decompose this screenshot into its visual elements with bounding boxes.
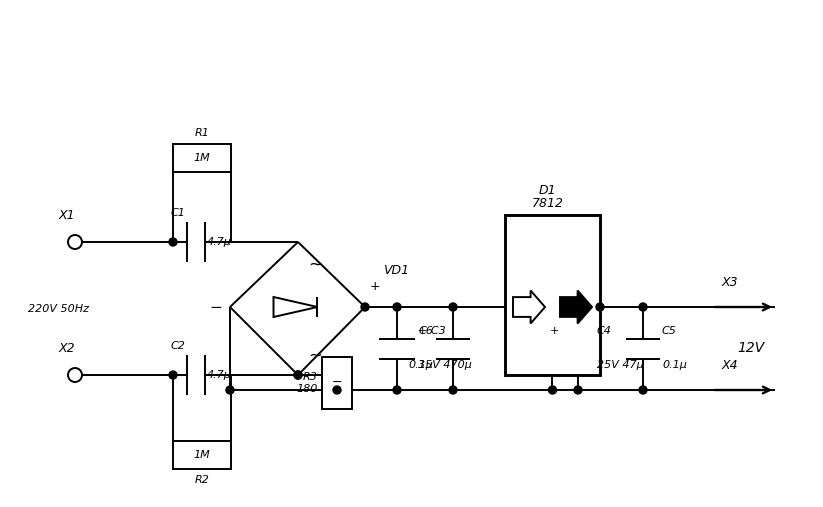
Text: 4.7μ: 4.7μ — [207, 237, 232, 247]
Text: R1: R1 — [194, 128, 209, 138]
Text: ~: ~ — [308, 256, 322, 274]
Text: R2: R2 — [194, 475, 209, 485]
Text: C5: C5 — [662, 327, 677, 337]
Circle shape — [361, 303, 369, 311]
Text: +: + — [550, 327, 559, 337]
Circle shape — [449, 303, 457, 311]
Circle shape — [639, 303, 647, 311]
Circle shape — [393, 386, 401, 394]
Text: 35V 470μ: 35V 470μ — [418, 360, 472, 371]
Circle shape — [294, 371, 302, 379]
Circle shape — [294, 371, 302, 379]
Text: ~: ~ — [308, 347, 322, 365]
Text: X1: X1 — [58, 209, 76, 222]
Text: + C3: + C3 — [418, 327, 446, 337]
Bar — [173, 144, 231, 172]
Text: C6: C6 — [418, 327, 433, 337]
Text: C2: C2 — [170, 341, 185, 351]
Text: 4.7μ: 4.7μ — [207, 370, 232, 380]
Text: X2: X2 — [58, 342, 76, 355]
Circle shape — [169, 371, 177, 379]
Bar — [505, 215, 600, 375]
Text: 1M: 1M — [193, 153, 211, 163]
Text: X4: X4 — [722, 359, 738, 372]
Bar — [322, 356, 352, 409]
Text: 220V 50Hz: 220V 50Hz — [28, 304, 89, 313]
Circle shape — [639, 386, 647, 394]
Text: 1M: 1M — [193, 450, 211, 460]
Text: VD1: VD1 — [383, 264, 409, 277]
Text: 0.1μ: 0.1μ — [408, 360, 433, 371]
Circle shape — [169, 238, 177, 246]
Text: D1: D1 — [539, 184, 556, 197]
Circle shape — [596, 303, 604, 311]
Text: X3: X3 — [722, 276, 738, 289]
Circle shape — [574, 303, 582, 311]
Circle shape — [226, 386, 234, 394]
Text: 12V: 12V — [737, 342, 765, 355]
Circle shape — [393, 303, 401, 311]
Circle shape — [449, 386, 457, 394]
Circle shape — [548, 386, 556, 394]
Circle shape — [333, 386, 341, 394]
Circle shape — [574, 386, 582, 394]
Text: +: + — [370, 280, 380, 293]
Text: C4: C4 — [597, 327, 611, 337]
Text: 7812: 7812 — [532, 197, 564, 210]
Text: −: − — [209, 300, 222, 314]
Bar — [173, 441, 231, 469]
Polygon shape — [560, 291, 592, 323]
Text: 25V 47μ: 25V 47μ — [597, 360, 644, 371]
Text: 0.1μ: 0.1μ — [662, 360, 687, 371]
Text: 180: 180 — [296, 383, 318, 393]
Text: R3: R3 — [303, 372, 318, 381]
Text: −: − — [332, 376, 342, 389]
Text: C1: C1 — [170, 208, 185, 218]
